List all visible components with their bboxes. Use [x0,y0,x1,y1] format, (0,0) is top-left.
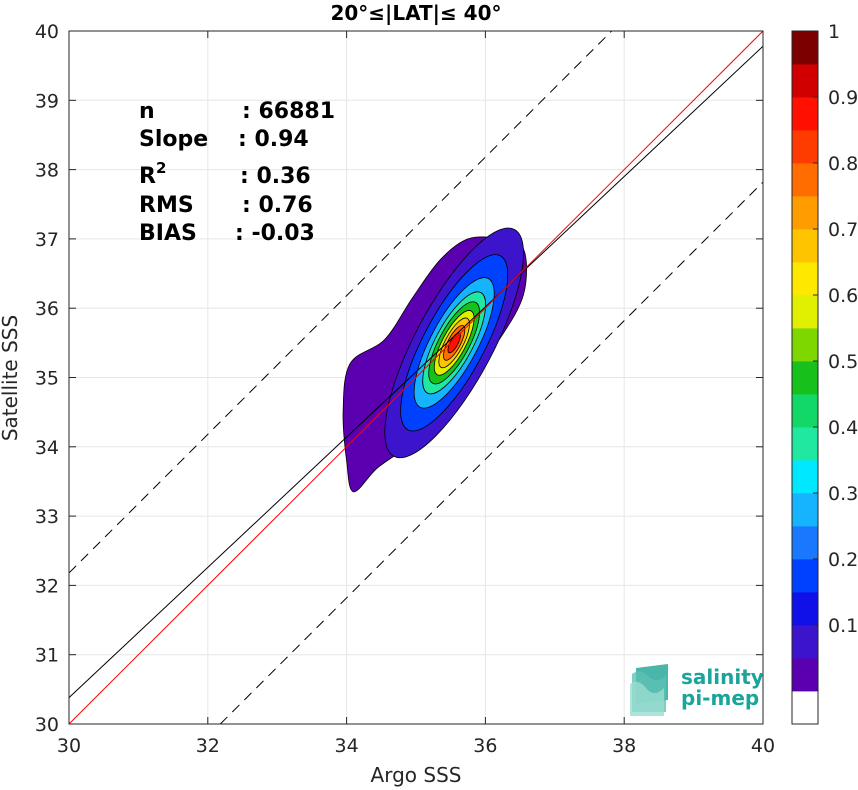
colorbar-segment [792,64,818,98]
colorbar-tick-label: 0.8 [828,153,858,175]
y-tick-label: 32 [35,575,59,597]
axis-ticks: 30 32 34 36 38 40 30 31 32 33 34 35 36 37 38 39 40 [35,21,775,757]
x-tick-label: 30 [57,735,81,757]
x-axis-label: Argo SSS [371,763,462,787]
x-tick-label: 40 [751,735,775,757]
x-tick-label: 34 [335,735,359,757]
stat-n-value: : 66881 [242,99,335,124]
stats-box: n : 66881 Slope : 0.94 R2 : 0.36 RMS : 0… [139,99,335,246]
colorbar-segment [792,658,818,692]
stat-slope-value: : 0.94 [238,127,309,152]
colorbar-segment [792,526,818,560]
colorbar-segment [792,196,818,230]
y-tick-label: 34 [35,437,59,459]
colorbar-tick-label: 0.4 [828,417,858,439]
colorbar-segment [792,427,818,461]
colorbar-segment [792,394,818,428]
x-tick-label: 38 [612,735,636,757]
colorbar-segment [792,361,818,395]
y-tick-label: 33 [35,506,59,528]
density-contour-level [447,332,461,354]
colorbar-segment [792,130,818,164]
stat-n-label: n [139,99,155,124]
density-contours [342,227,527,493]
one-to-one-line [68,30,764,725]
y-tick-label: 40 [35,21,59,43]
upper-bound-line [68,30,613,574]
colorbar-segment [792,559,818,593]
colorbar-tick-label: 0.6 [828,285,858,307]
y-tick-label: 31 [35,645,59,667]
y-tick-label: 38 [35,160,59,182]
stat-rms-label: RMS [139,193,194,218]
colorbar-segment [792,97,818,131]
stat-rms-value: : 0.76 [242,193,313,218]
lower-bound-line [219,181,764,725]
y-tick-label: 37 [35,229,59,251]
fit-lines [68,30,764,725]
colorbar-segment [792,592,818,626]
colorbar-segment [792,229,818,263]
colorbar-frame [791,30,819,725]
colorbar-segment [792,625,818,659]
colorbar-tick-label: 0.3 [828,483,858,505]
colorbar-segment [792,691,818,725]
stat-r2-label: R2 [139,159,166,189]
stat-slope-label: Slope [139,127,208,152]
colorbar-segment [792,295,818,329]
stat-r2-label-base: R [139,164,156,189]
regression-line [68,45,764,699]
chart-title: 20°≤|LAT|≤ 40° [330,1,501,25]
x-tick-label: 36 [473,735,497,757]
colorbar-segment [792,163,818,197]
salinity-pi-mep-logo: salinity pi-mep [630,664,764,716]
wave-logo-icon [630,664,668,716]
y-tick-label: 36 [35,298,59,320]
colorbar-tick-label: 0.2 [828,549,858,571]
y-tick-label: 35 [35,368,59,390]
colorbar-tick-label: 1 [828,21,840,43]
colorbar-tick-label: 0.1 [828,615,858,637]
logo-line2: pi-mep [681,686,759,710]
stat-r2-label-sup: 2 [156,159,166,177]
y-axis-label: Satellite SSS [0,315,22,441]
colorbar-tick-label: 0.9 [828,87,858,109]
stat-bias-label: BIAS [139,221,197,246]
colorbar-tick-label: 0.5 [828,351,858,373]
colorbar-segment [792,262,818,296]
logo-line1: salinity [681,665,764,689]
stat-r2-value: : 0.36 [240,164,311,189]
x-tick-label: 32 [196,735,220,757]
colorbar-segment [792,31,818,65]
y-tick-label: 39 [35,90,59,112]
colorbar: 0.1 0.2 0.3 0.4 0.5 0.6 0.7 0.8 0.9 1 [791,21,858,725]
colorbar-tick-label: 0.7 [828,219,858,241]
colorbar-segment [792,493,818,527]
colorbar-segment [792,328,818,362]
colorbar-segment [792,460,818,494]
stat-bias-value: : -0.03 [235,221,315,246]
y-tick-label: 30 [35,714,59,736]
